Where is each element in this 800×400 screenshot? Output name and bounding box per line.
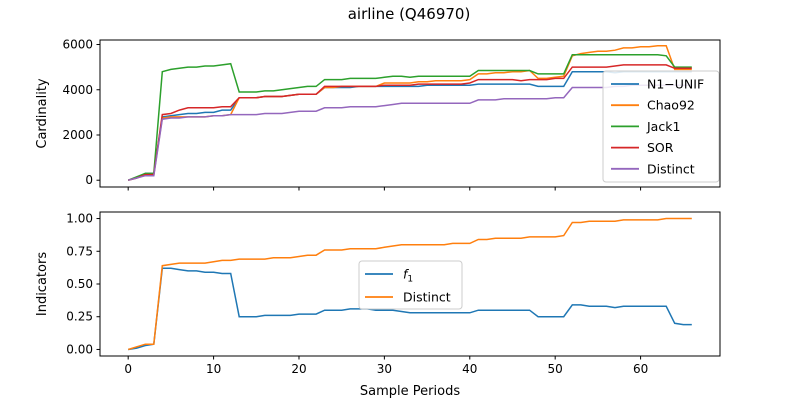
series-line-distinct	[127, 217, 692, 351]
x-tick-label: 30	[377, 362, 392, 376]
y-axis-label: Cardinality	[35, 78, 50, 149]
y-tick-label: 0.50	[66, 277, 93, 291]
x-tick-label: 20	[291, 362, 306, 376]
x-axis-label: Sample Periods	[360, 384, 460, 399]
legend-label: Distinct	[647, 161, 695, 176]
legend	[602, 70, 720, 183]
series-line-f1	[128, 267, 692, 351]
legend-label: N1−UNIF	[647, 77, 704, 92]
legend-label: SOR	[647, 140, 674, 155]
cardinality-panel: 0 2000 4000 6000 Cardinality N1−UNIF Chao92 Jac…	[35, 38, 721, 191]
y-tick-label: 0	[85, 173, 93, 187]
y-tick-label: 0.00	[66, 342, 93, 356]
series-line-distinct	[128, 84, 692, 181]
series-line-n1-unif	[128, 70, 692, 181]
y-axis-label: Indicators	[35, 252, 50, 316]
y-tick-label: 1.00	[66, 212, 93, 226]
legend-label: f1	[403, 267, 413, 285]
series-line-jack1	[127, 53, 692, 181]
legend-label: Distinct	[403, 290, 451, 305]
legend-label: Jack1	[646, 119, 680, 134]
axes-frame	[99, 39, 721, 188]
y-tick-label: 6000	[62, 38, 93, 52]
legend-label: Chao92	[647, 98, 695, 113]
series-line-sor	[128, 64, 692, 181]
x-tick-label: 50	[548, 362, 563, 376]
y-tick-label: 0.25	[66, 310, 93, 324]
y-tick-label: 4000	[62, 83, 93, 97]
x-tick-label: 60	[633, 362, 648, 376]
x-tick-label: 40	[462, 362, 477, 376]
x-tick-label: 0	[124, 362, 132, 376]
y-tick-label: 0.75	[66, 244, 93, 258]
indicators-panel: 0 10 20 30 40 50 60 0.00 0.25 0.50 0.75 1.00 Indicat…	[35, 211, 721, 399]
x-tick-label: 10	[206, 362, 221, 376]
y-tick-label: 2000	[62, 128, 93, 142]
figure-title: airline (Q46970)	[348, 5, 471, 23]
